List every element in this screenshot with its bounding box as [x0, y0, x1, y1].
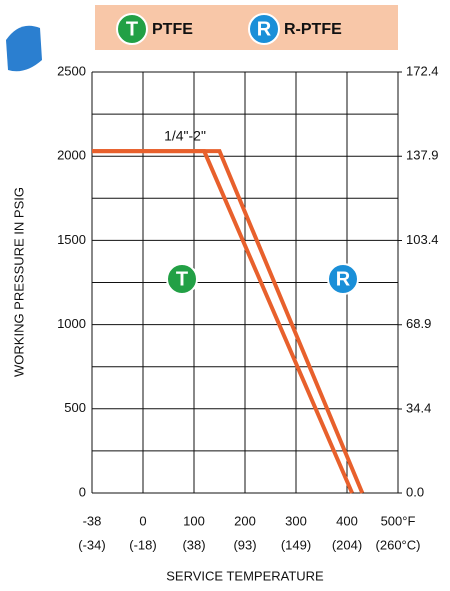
- y-tick-label: 500: [64, 400, 86, 415]
- y-tick-label: 2000: [57, 148, 86, 163]
- y-tick-label: 2500: [57, 63, 86, 78]
- y-tick-label: 1500: [57, 232, 86, 247]
- x-tick-label-celsius: (38): [182, 537, 205, 552]
- x-tick-label: 500°F: [381, 513, 416, 528]
- legend-badge-letter: T: [126, 18, 138, 40]
- legend-badge: [116, 13, 148, 45]
- y2-tick-label: 34.4: [406, 400, 431, 415]
- region-badge-letter: R: [336, 268, 351, 290]
- x-tick-label-celsius: (93): [233, 537, 256, 552]
- x-tick-label: 400: [336, 513, 358, 528]
- x-tick-label: -38: [83, 513, 102, 528]
- x-tick-label-celsius: (204): [332, 537, 362, 552]
- x-axis-label: SERVICE TEMPERATURE: [166, 568, 324, 583]
- legend-badge: [248, 13, 280, 45]
- x-tick-label: 200: [234, 513, 256, 528]
- y-tick-label: 0: [79, 484, 86, 499]
- y2-tick-label: 137.9: [406, 148, 439, 163]
- y2-tick-label: 0.0: [406, 484, 424, 499]
- x-tick-label: 300: [285, 513, 307, 528]
- series-line: [92, 149, 354, 494]
- x-tick-label: 100: [183, 513, 205, 528]
- region-badge: [327, 263, 359, 295]
- x-tick-label-celsius: (-34): [78, 537, 105, 552]
- legend-label: PTFE: [152, 21, 193, 38]
- series-line: [92, 149, 365, 494]
- region-badge: [166, 263, 198, 295]
- x-tick-label-celsius: (149): [281, 537, 311, 552]
- annotation: 1/4"-2": [164, 128, 206, 144]
- y-axis-label: WORKING PRESSURE IN PSIG: [11, 187, 26, 377]
- legend-badge-letter: R: [257, 18, 272, 40]
- decoration: [6, 25, 42, 72]
- y2-tick-label: 103.4: [406, 232, 439, 247]
- region-badge-letter: T: [176, 268, 188, 290]
- x-tick-label-celsius: (-18): [129, 537, 156, 552]
- x-tick-label-celsius: (260°C): [376, 537, 421, 552]
- legend-label: R-PTFE: [284, 21, 342, 38]
- x-tick-label: 0: [139, 513, 146, 528]
- y2-tick-label: 68.9: [406, 316, 431, 331]
- y-tick-label: 1000: [57, 316, 86, 331]
- y2-tick-label: 172.4: [406, 63, 439, 78]
